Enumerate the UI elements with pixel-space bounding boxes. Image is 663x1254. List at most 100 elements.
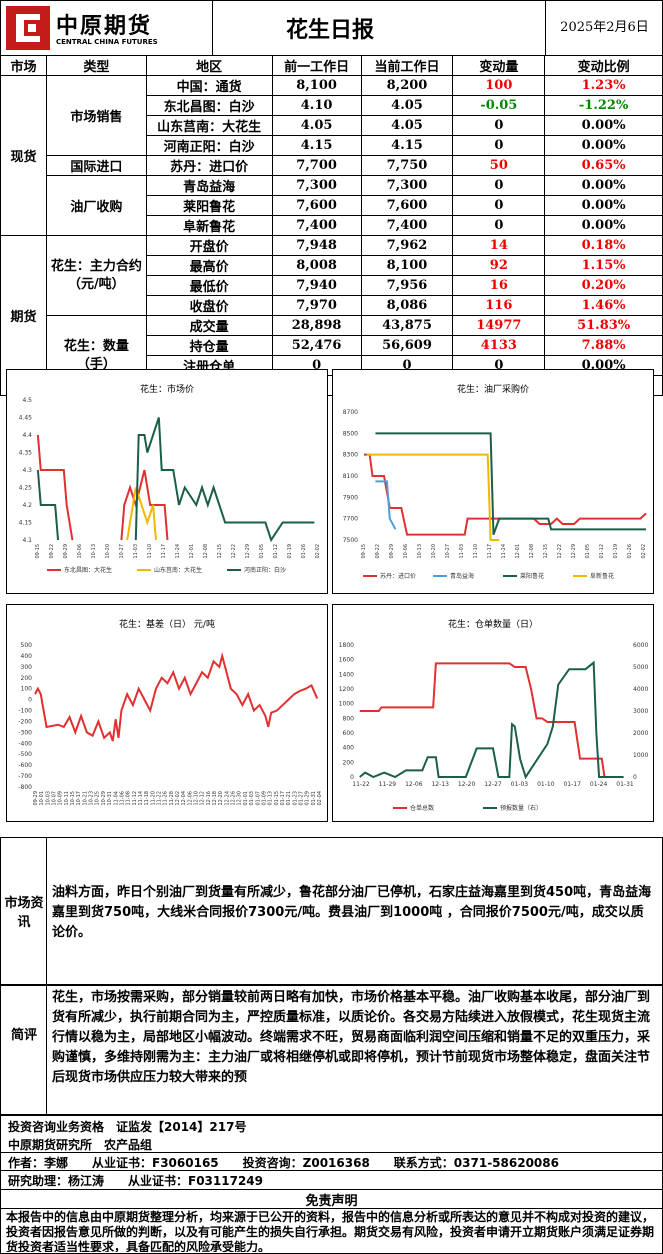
x-tick-label: 01-19 <box>287 544 293 559</box>
cell-chg: 0 <box>452 135 546 156</box>
x-tick-label: 01-31 <box>616 781 634 788</box>
x-tick-label: 12-04 <box>181 791 187 806</box>
cell-chg: 16 <box>452 275 546 296</box>
y-tick-label: 400 <box>343 745 355 752</box>
x-tick-label: 01-09 <box>261 791 267 806</box>
x-tick-label: 12-29 <box>571 544 577 559</box>
cell-curr: 7,300 <box>360 175 454 196</box>
x-tick-label: 12-15 <box>217 544 223 559</box>
table-row: 现货 市场销售 中国：通货 8,100 8,200 100 1.23% <box>0 75 663 236</box>
x-tick-label: 11-10 <box>473 544 479 559</box>
y-tick-label: 0 <box>350 774 354 781</box>
comment-text: 花生，市场按需采购，部分销量较前两日略有加快，市场价格基本平稳。油厂收购基本收尾… <box>52 990 651 1085</box>
cell-pct: 7.88% <box>544 335 663 356</box>
x-tick-label: 11-22 <box>352 781 370 788</box>
y-tick-label: 6000 <box>633 642 648 649</box>
comment-label: 简评 <box>10 1028 37 1043</box>
series-line <box>36 434 74 541</box>
legend-label: 苏丹：进口价 <box>380 572 416 580</box>
cell-region: 开盘价 <box>145 235 273 256</box>
cell-prev: 7,970 <box>271 295 362 316</box>
y-tick-label: 7900 <box>343 494 358 501</box>
cell-chg: -0.05 <box>452 95 546 116</box>
type-oil: 油厂收购 <box>45 175 147 236</box>
footer-divider <box>0 1189 663 1190</box>
info-text: 油料方面，昨日个别油厂到货量有所减少，鲁花部分油厂已停机，石家庄益海嘉里到货45… <box>52 885 652 940</box>
x-tick-label: 01-21 <box>286 791 292 806</box>
type-contract: 花生：主力合约（元/吨） <box>45 235 147 316</box>
x-tick-label: 09-22 <box>49 544 55 559</box>
x-tick-label: 12-08 <box>203 544 209 559</box>
series-line <box>359 662 624 778</box>
cell-prev: 7,940 <box>271 275 362 296</box>
series-line <box>126 487 157 541</box>
cell-curr: 56,609 <box>360 335 454 356</box>
x-tick-label: 10-13 <box>417 544 423 559</box>
cell-prev: 52,476 <box>271 335 362 356</box>
x-tick-label: 10-20 <box>105 544 111 559</box>
type-sales: 市场销售 <box>45 75 147 156</box>
cell-region: 成交量 <box>145 315 273 336</box>
x-tick-label: 11-03 <box>459 544 465 559</box>
basis-chart: 花生：基差（日） 元/吨 500 400 300 200 100 0 -100 -200 -30… <box>6 604 328 822</box>
cell-curr: 7,750 <box>360 155 454 176</box>
y-tick-label: 1000 <box>633 752 648 759</box>
cell-curr: 7,400 <box>360 215 454 236</box>
basis-svg: 500 400 300 200 100 0 -100 -200 -300 -400 -500 -600… <box>18 642 323 806</box>
y-tick-label: -300 <box>18 729 32 736</box>
x-tick-label: 01-31 <box>311 791 317 806</box>
x-tick-label: 01-03 <box>511 781 529 788</box>
y-tick-label: 800 <box>343 715 355 722</box>
series-line <box>366 453 500 541</box>
cell-chg: 50 <box>452 155 546 176</box>
x-tick-label: 12-08 <box>529 544 535 559</box>
x-tick-label: 01-23 <box>292 791 298 806</box>
warehouse-svg: 1800160014001200100080060040020006000500… <box>339 642 649 812</box>
cell-pct: 0.00% <box>544 175 663 196</box>
x-tick-label: 11-22 <box>156 791 162 806</box>
cell-prev: 7,300 <box>271 175 362 196</box>
cell-region: 持仓量 <box>145 335 273 356</box>
cell-region: 山东莒南：大花生 <box>145 115 273 136</box>
x-tick-label: 11-12 <box>132 791 138 806</box>
legend-label: 仓单总数 <box>410 804 434 812</box>
cell-curr: 4.05 <box>360 115 454 136</box>
y-tick-label: 8700 <box>343 409 358 416</box>
legend-label: 青岛益海 <box>450 572 474 580</box>
y-tick-label: 4.2 <box>22 502 32 509</box>
x-tick-label: 09-15 <box>35 544 41 559</box>
chart-title: 花生：仓单数量（日） <box>447 620 538 630</box>
x-tick-label: 12-15 <box>543 544 549 559</box>
y-tick-label: 7700 <box>343 516 358 523</box>
y-tick-label: -700 <box>18 773 32 780</box>
market-price-chart: 花生：市场价 4.5 4.45 4.4 4.35 4.3 4.25 4.2 4.15 4.1 09… <box>6 369 328 594</box>
cell-pct: 0.18% <box>544 235 663 256</box>
x-tick-label: 01-17 <box>563 781 581 788</box>
cell-curr: 4.15 <box>360 135 454 156</box>
series-line <box>363 453 647 536</box>
x-tick-label: 10-17 <box>76 791 82 806</box>
cell-region: 苏丹：进口价 <box>145 155 273 176</box>
x-tick-label: 11-08 <box>126 791 132 806</box>
y-tick-label: 4.4 <box>22 432 32 439</box>
logo-en: CENTRAL CHINA FUTURES <box>56 38 158 46</box>
col-header: 变动量 <box>452 55 546 76</box>
y-tick-label: 2000 <box>633 730 648 737</box>
x-tick-label: 01-26 <box>301 544 307 559</box>
cell-chg: 116 <box>452 295 546 316</box>
cell-pct: 1.23% <box>544 75 663 96</box>
x-tick-label: 11-18 <box>144 791 150 806</box>
table-row: 东北昌图：白沙 4.10 4.05 -0.05 -1.22% <box>1 95 663 116</box>
x-tick-label: 09-15 <box>361 544 367 559</box>
x-tick-label: 01-29 <box>305 791 311 806</box>
y-tick-label: 8100 <box>343 473 358 480</box>
report-date: 2025年2月6日 <box>545 0 663 56</box>
series-line <box>36 469 60 541</box>
series-line <box>375 432 647 536</box>
x-tick-label: 01-03 <box>249 791 255 806</box>
cell-curr: 4.05 <box>360 95 454 116</box>
warehouse-chart: 花生：仓单数量（日） 1800 1600 1400 1200 1000 800 600 400… <box>332 604 654 822</box>
cell-region: 河南正阳：白沙 <box>145 135 273 156</box>
x-tick-label: 12-01 <box>515 544 521 559</box>
